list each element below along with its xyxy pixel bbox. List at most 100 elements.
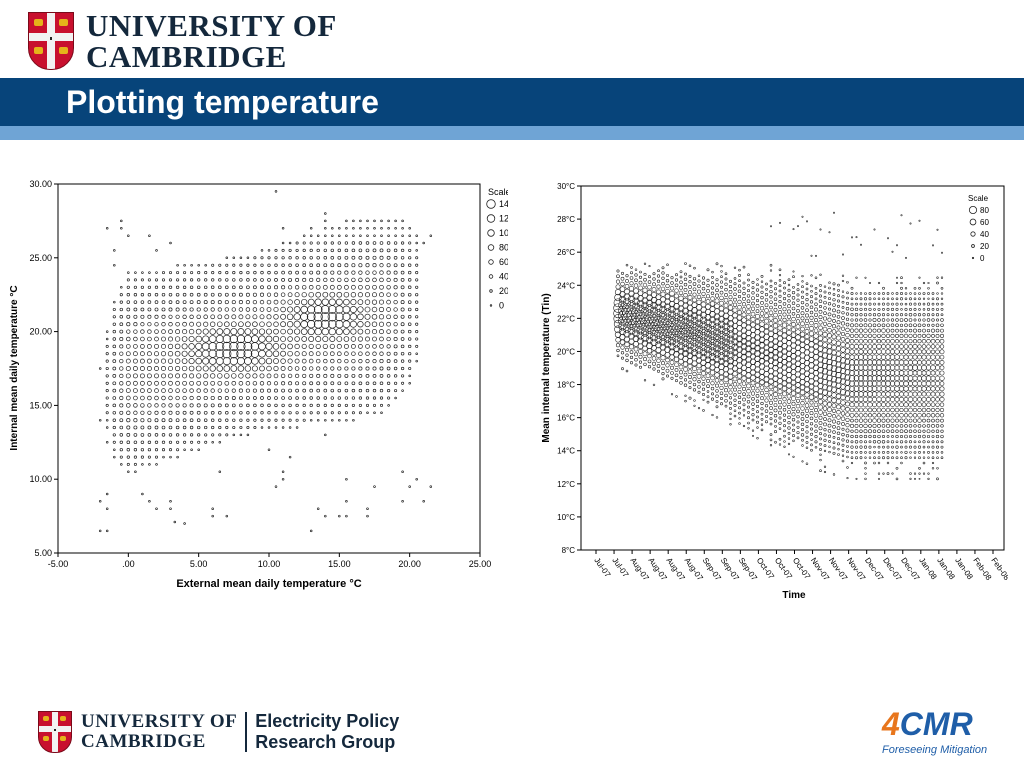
- data-point: [917, 445, 922, 449]
- data-point: [274, 190, 278, 193]
- data-point: [215, 334, 224, 344]
- data-point: [359, 227, 362, 230]
- data-point: [126, 285, 130, 289]
- data-point: [746, 289, 751, 293]
- data-point: [918, 287, 921, 290]
- data-point: [308, 343, 314, 349]
- data-point: [777, 394, 783, 400]
- data-point: [804, 403, 810, 408]
- data-point: [767, 346, 775, 354]
- data-point: [294, 366, 300, 371]
- data-point: [769, 279, 773, 283]
- data-point: [814, 440, 818, 444]
- y-tick-label: 28°C: [557, 215, 575, 224]
- data-point: [627, 300, 636, 309]
- research-group-line2: Research Group: [255, 732, 396, 752]
- data-point: [294, 373, 300, 379]
- data-point: [126, 322, 131, 327]
- data-point: [810, 254, 813, 257]
- data-point: [759, 321, 765, 327]
- data-point: [706, 384, 710, 389]
- data-point: [921, 364, 927, 371]
- data-point: [302, 234, 306, 237]
- data-point: [134, 470, 137, 474]
- data-point: [751, 413, 755, 417]
- data-point: [393, 241, 398, 245]
- data-point: [343, 336, 350, 342]
- data-point: [350, 343, 356, 349]
- data-point: [324, 234, 327, 237]
- data-point: [713, 350, 721, 358]
- data-point: [882, 472, 885, 475]
- data-point: [751, 280, 755, 284]
- data-point: [105, 507, 109, 510]
- data-point: [742, 265, 746, 269]
- data-point: [302, 381, 307, 386]
- data-point: [877, 461, 881, 465]
- legend-marker: [486, 214, 496, 223]
- data-point: [683, 378, 688, 382]
- data-point: [252, 388, 257, 393]
- legend-marker: [488, 259, 494, 265]
- data-point: [239, 263, 243, 267]
- data-point: [872, 429, 877, 433]
- data-point: [926, 429, 931, 434]
- data-point: [895, 302, 899, 306]
- data-point: [710, 386, 715, 391]
- data-point: [836, 309, 841, 314]
- data-point: [674, 368, 679, 372]
- data-point: [672, 323, 681, 333]
- data-point: [302, 256, 306, 260]
- data-point: [161, 373, 166, 379]
- data-point: [358, 344, 363, 349]
- data-point: [701, 276, 706, 280]
- data-point: [203, 410, 208, 415]
- data-point: [125, 344, 131, 349]
- data-point: [386, 263, 391, 268]
- data-point: [721, 343, 731, 352]
- data-point: [912, 418, 918, 423]
- data-point: [854, 333, 859, 338]
- data-point: [182, 292, 187, 297]
- data-point: [119, 351, 124, 356]
- data-point: [197, 448, 200, 451]
- data-point: [308, 358, 314, 364]
- data-point: [182, 418, 187, 423]
- data-point: [351, 263, 356, 268]
- data-point: [632, 335, 640, 342]
- data-point: [714, 372, 720, 378]
- data-point: [358, 396, 363, 400]
- data-point: [836, 420, 841, 425]
- data-point: [294, 292, 300, 298]
- data-point: [245, 321, 251, 328]
- data-point: [239, 278, 243, 282]
- data-point: [850, 302, 854, 306]
- data-point: [912, 333, 918, 339]
- data-point: [204, 440, 208, 444]
- data-point: [873, 445, 876, 449]
- data-point: [210, 300, 215, 305]
- data-point: [818, 426, 823, 431]
- data-point: [337, 403, 341, 407]
- data-point: [778, 268, 782, 272]
- y-tick-label: 10°C: [557, 513, 575, 522]
- data-point: [769, 406, 773, 410]
- data-point: [819, 448, 822, 451]
- data-point: [320, 312, 331, 322]
- data-point: [210, 373, 216, 379]
- data-point: [218, 418, 222, 422]
- data-point: [253, 270, 257, 275]
- data-point: [323, 358, 328, 364]
- data-point: [837, 448, 840, 451]
- data-point: [754, 355, 761, 363]
- data-point: [782, 402, 787, 407]
- data-point: [755, 299, 760, 303]
- data-point: [704, 350, 712, 359]
- data-point: [722, 354, 730, 363]
- data-point: [882, 302, 885, 306]
- data-point: [684, 399, 687, 403]
- data-point: [302, 403, 306, 408]
- data-point: [197, 271, 201, 275]
- data-point: [281, 256, 285, 260]
- data-point: [891, 472, 894, 475]
